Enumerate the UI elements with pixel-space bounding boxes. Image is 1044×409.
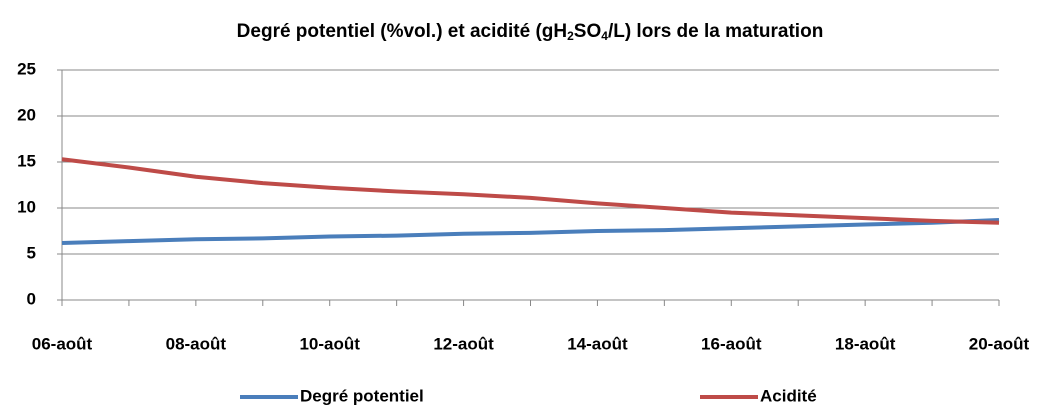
y-tick-label: 20 xyxy=(17,105,36,124)
data-line xyxy=(61,217,1000,245)
x-tick-label: 16-août xyxy=(701,334,762,353)
x-tick-label: 18-août xyxy=(835,334,896,353)
title-sub: 2 xyxy=(567,29,574,43)
legend-label: Acidité xyxy=(760,386,817,405)
legend-label: Degré potentiel xyxy=(300,386,424,405)
title-sub: 4 xyxy=(601,29,608,43)
x-tick-label: 14-août xyxy=(567,334,628,353)
x-tick-label: 08-août xyxy=(166,334,227,353)
x-tick-label: 10-août xyxy=(299,334,360,353)
title-part: /L) lors de la maturation xyxy=(608,21,823,42)
y-tick-label: 5 xyxy=(27,243,36,262)
y-tick-label: 10 xyxy=(17,197,36,216)
x-tick-label: 12-août xyxy=(433,334,494,353)
x-tick-label: 20-août xyxy=(969,334,1030,353)
title-part: Degré potentiel (%vol.) et acidité (gH xyxy=(237,21,567,42)
data-line xyxy=(61,157,1000,225)
title-part: SO xyxy=(574,21,601,42)
x-tick-label: 06-août xyxy=(32,334,93,353)
y-tick-label: 25 xyxy=(17,59,36,78)
y-tick-label: 15 xyxy=(17,151,36,170)
y-tick-label: 0 xyxy=(27,289,36,308)
chart-title: Degré potentiel (%vol.) et acidité (gH2S… xyxy=(237,21,824,43)
